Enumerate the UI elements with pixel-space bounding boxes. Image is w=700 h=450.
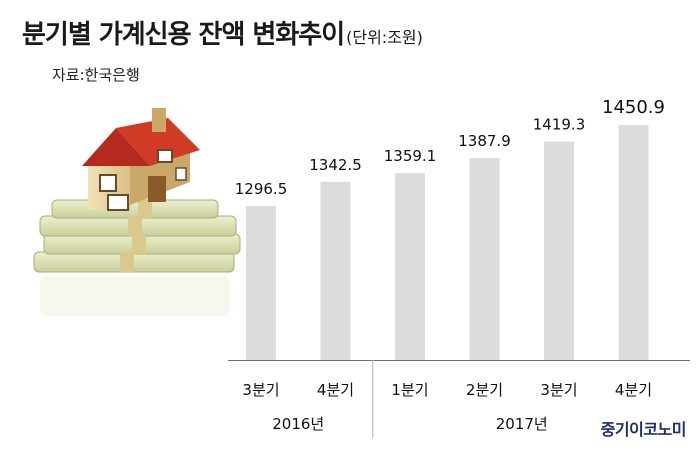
year-group-label: 2016년 <box>272 415 324 433</box>
category-tick-label: 3분기 <box>540 381 577 399</box>
source-note: 자료:한국은행 <box>52 66 140 84</box>
category-tick-label: 4분기 <box>615 381 652 399</box>
category-tick-label: 1분기 <box>391 381 428 399</box>
year-group-label: 2017년 <box>496 415 548 433</box>
category-tick-label: 2분기 <box>466 381 503 399</box>
publisher-logo: 중기이코노미 <box>600 420 687 439</box>
bar-value-label: 1296.5 <box>235 180 288 198</box>
house-icon <box>82 108 200 211</box>
bar <box>395 173 425 360</box>
bar-value-label: 1419.3 <box>533 116 586 134</box>
bar <box>618 125 649 360</box>
house-on-money-illustration <box>33 108 241 316</box>
bar-value-label: 1387.9 <box>458 132 511 150</box>
bar <box>320 181 351 360</box>
cash-stack-icon <box>33 199 241 273</box>
bar-value-label: 1450.9 <box>602 97 665 118</box>
chart-title: 분기별 가계신용 잔액 변화추이 (단위:조원) <box>22 14 423 51</box>
bar-value-label: 1359.1 <box>384 147 437 165</box>
bar <box>469 158 500 360</box>
bar <box>544 141 574 360</box>
title-text: 분기별 가계신용 잔액 변화추이 <box>22 20 345 50</box>
bar <box>246 206 276 360</box>
bar-value-label: 1342.5 <box>309 156 362 174</box>
category-tick-label: 4분기 <box>317 381 354 399</box>
category-tick-label: 3분기 <box>242 381 279 399</box>
unit-label: (단위:조원) <box>346 28 423 47</box>
